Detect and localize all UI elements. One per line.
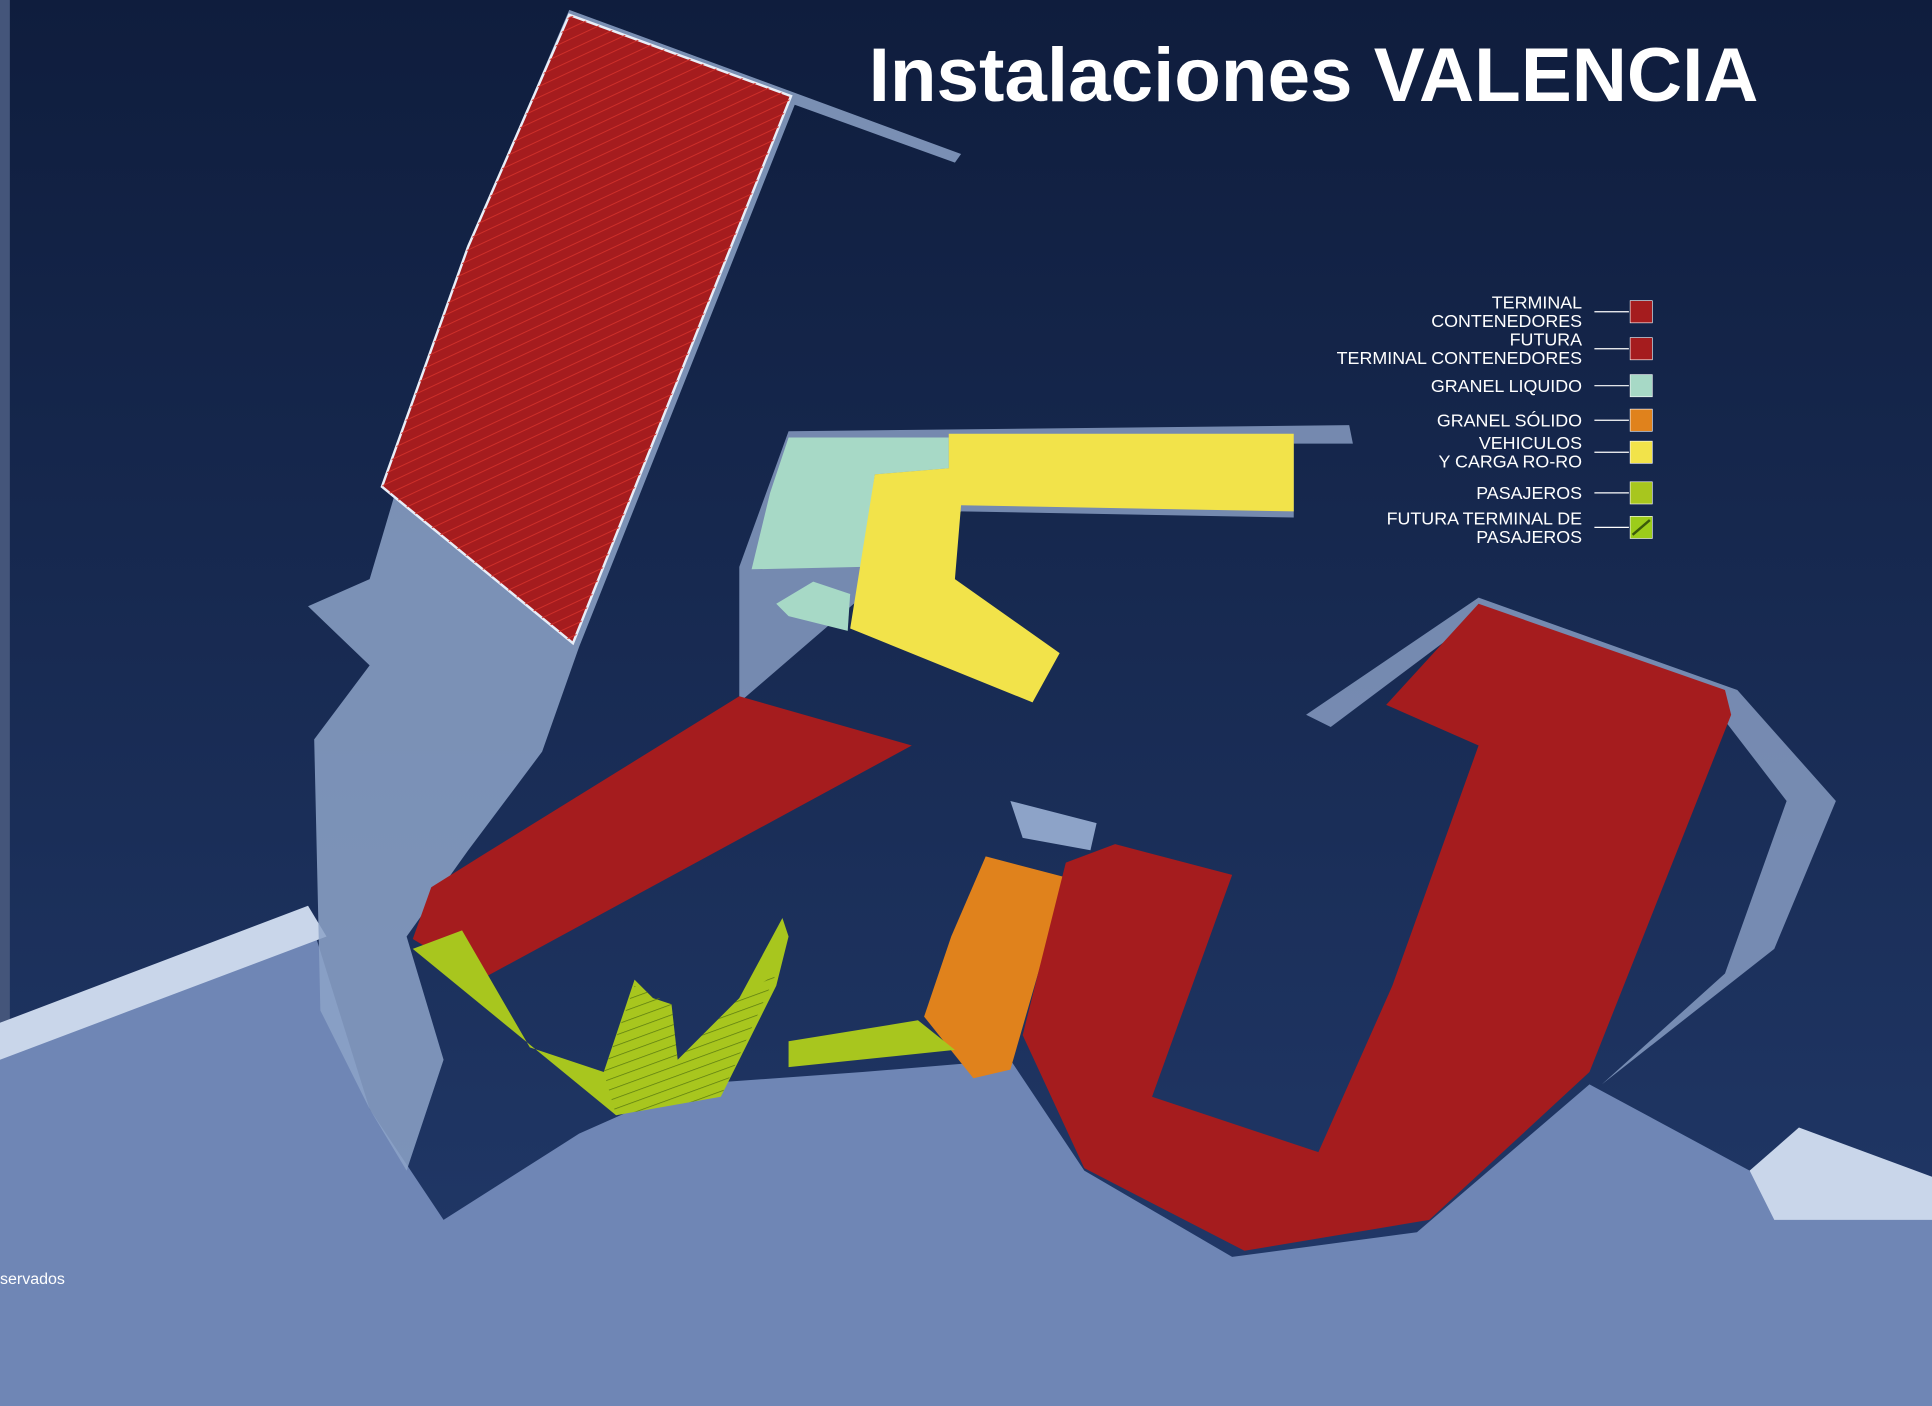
legend-label: TERMINAL xyxy=(1492,293,1582,313)
legend-label: FUTURA TERMINAL DE xyxy=(1387,508,1583,528)
legend-swatch xyxy=(1630,409,1652,431)
legend-swatch xyxy=(1630,301,1652,323)
legend-label: PASAJEROS xyxy=(1476,483,1582,503)
page: {"title":"Instalaciones VALENCIA", "lege… xyxy=(0,0,1932,1406)
legend-swatch xyxy=(1630,338,1652,360)
legend-label: VEHICULOS xyxy=(1479,433,1582,453)
legend-label: Y CARGA RO-RO xyxy=(1438,452,1582,472)
legend-label: GRANEL SÓLIDO xyxy=(1437,409,1582,430)
legend-label: TERMINAL CONTENEDORES xyxy=(1337,348,1583,368)
legend-label: PASAJEROS xyxy=(1476,527,1582,547)
map: Instalaciones VALENCIA servados TERMINAL… xyxy=(0,0,1932,1406)
legend-swatch xyxy=(1630,482,1652,504)
footer-text: servados xyxy=(0,1271,65,1288)
legend-label: GRANEL LIQUIDO xyxy=(1431,376,1582,396)
title: Instalaciones VALENCIA xyxy=(869,33,1759,118)
legend-swatch xyxy=(1630,375,1652,397)
legend-label: CONTENEDORES xyxy=(1431,311,1582,331)
legend-label: FUTURA xyxy=(1510,330,1583,350)
legend-swatch xyxy=(1630,441,1652,463)
